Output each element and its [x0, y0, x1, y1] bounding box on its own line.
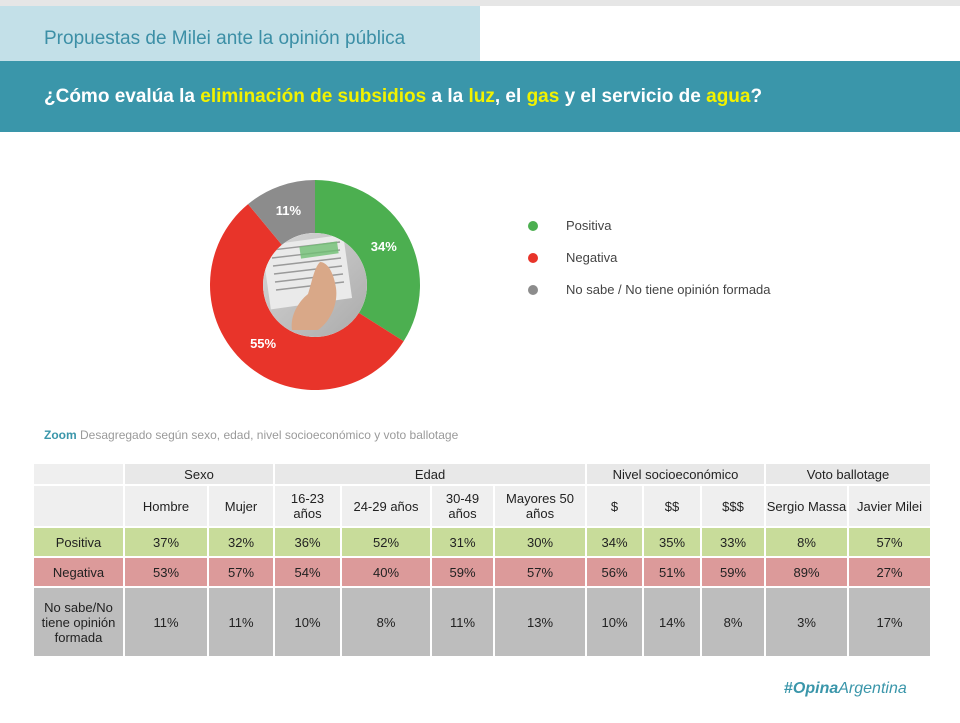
column-header: 16-23 años — [275, 486, 340, 526]
logo-part2: Argentina — [838, 680, 907, 697]
slice-no-sabe — [248, 180, 315, 245]
table-cell: 10% — [587, 588, 642, 656]
table-cell: 11% — [125, 588, 207, 656]
question-title: ¿Cómo evalúa la eliminación de subsidios… — [44, 86, 762, 108]
table-cell: 31% — [432, 528, 493, 556]
table-cell: 57% — [849, 528, 930, 556]
table-cell: 51% — [644, 558, 700, 586]
group-header-sexo: Sexo — [125, 464, 273, 484]
table-cell: 52% — [342, 528, 430, 556]
group-header-edad: Edad — [275, 464, 585, 484]
top-strip — [0, 0, 960, 6]
table-row-positiva: Positiva 37% 32% 36% 52% 31% 30% 34% 35%… — [34, 528, 930, 556]
table-cell: 33% — [702, 528, 764, 556]
table-cell: 36% — [275, 528, 340, 556]
table-cell: 53% — [125, 558, 207, 586]
donut-chart: 34% 55% 11% — [210, 180, 420, 390]
column-header: Mujer — [209, 486, 273, 526]
row-label: Positiva — [34, 528, 123, 556]
table-cell: 54% — [275, 558, 340, 586]
table-cell: 30% — [495, 528, 585, 556]
question-part: a la — [426, 86, 469, 107]
table-cell: 57% — [209, 558, 273, 586]
column-header: Sergio Massa — [766, 486, 847, 526]
corner-cell — [34, 486, 123, 526]
table-cell: 8% — [702, 588, 764, 656]
question-highlight: gas — [526, 86, 560, 107]
page-subtitle: Propuestas de Milei ante la opinión públ… — [44, 28, 406, 49]
legend-marker — [528, 221, 538, 231]
question-highlight: luz — [468, 86, 495, 107]
column-header: $ — [587, 486, 642, 526]
data-label: 34% — [371, 239, 397, 254]
center-photo — [263, 233, 367, 337]
table-cell: 13% — [495, 588, 585, 656]
question-part: ¿Cómo evalúa la — [44, 86, 201, 107]
table-cell: 10% — [275, 588, 340, 656]
question-banner — [0, 61, 960, 132]
logo-hash: # — [784, 680, 793, 697]
subtitle-box — [0, 6, 480, 61]
column-header: 30-49 años — [432, 486, 493, 526]
table-cell: 40% — [342, 558, 430, 586]
question-highlight: eliminación de subsidios — [200, 86, 427, 107]
table-cell: 11% — [432, 588, 493, 656]
table-cell: 27% — [849, 558, 930, 586]
column-header-row: Hombre Mujer 16-23 años 24-29 años 30-49… — [34, 486, 930, 526]
legend-marker — [528, 285, 538, 295]
table-cell: 35% — [644, 528, 700, 556]
column-header: Mayores 50 años — [495, 486, 585, 526]
column-header: $$ — [644, 486, 700, 526]
zoom-text: Desagregado según sexo, edad, nivel soci… — [80, 428, 459, 442]
column-header: $$$ — [702, 486, 764, 526]
table-cell: 32% — [209, 528, 273, 556]
question-part: , el — [494, 86, 527, 107]
group-header-row: Sexo Edad Nivel socioeconómico Voto ball… — [34, 464, 930, 484]
legend-label: Negativa — [566, 250, 618, 265]
header-blank — [480, 6, 960, 61]
table-cell: 56% — [587, 558, 642, 586]
legend-marker — [528, 253, 538, 263]
slice-positiva — [315, 180, 420, 342]
logo-part1: Opina — [792, 680, 839, 697]
row-label: Negativa — [34, 558, 123, 586]
table-cell: 37% — [125, 528, 207, 556]
table-row-negativa: Negativa 53% 57% 54% 40% 59% 57% 56% 51%… — [34, 558, 930, 586]
zoom-caption: Zoom Desagregado según sexo, edad, nivel… — [44, 428, 458, 442]
table-cell: 3% — [766, 588, 847, 656]
table-cell: 59% — [702, 558, 764, 586]
breakdown-table: Sexo Edad Nivel socioeconómico Voto ball… — [32, 462, 932, 658]
data-label: 55% — [250, 336, 276, 351]
legend-label: Positiva — [566, 218, 612, 233]
column-header: 24-29 años — [342, 486, 430, 526]
table-cell: 8% — [766, 528, 847, 556]
data-label: 11% — [276, 203, 302, 218]
slice-negativa — [210, 204, 404, 390]
group-header-nse: Nivel socioeconómico — [587, 464, 764, 484]
table-row-no-sabe: No sabe/No tiene opinión formada 11% 11%… — [34, 588, 930, 656]
table-cell: 59% — [432, 558, 493, 586]
column-header: Javier Milei — [849, 486, 930, 526]
table-cell: 57% — [495, 558, 585, 586]
opina-argentina-logo: #OpinaArgentina — [784, 680, 907, 698]
zoom-keyword: Zoom — [44, 428, 77, 442]
question-part: y el servicio de — [559, 86, 707, 107]
group-header-ballotage: Voto ballotage — [766, 464, 930, 484]
table-cell: 17% — [849, 588, 930, 656]
question-part: ? — [750, 86, 763, 107]
table-cell: 89% — [766, 558, 847, 586]
table-cell: 11% — [209, 588, 273, 656]
legend-label: No sabe / No tiene opinión formada — [566, 282, 771, 297]
column-header: Hombre — [125, 486, 207, 526]
row-label: No sabe/No tiene opinión formada — [34, 588, 123, 656]
table-cell: 8% — [342, 588, 430, 656]
corner-cell — [34, 464, 123, 484]
question-highlight: agua — [706, 86, 751, 107]
table-cell: 14% — [644, 588, 700, 656]
table-cell: 34% — [587, 528, 642, 556]
